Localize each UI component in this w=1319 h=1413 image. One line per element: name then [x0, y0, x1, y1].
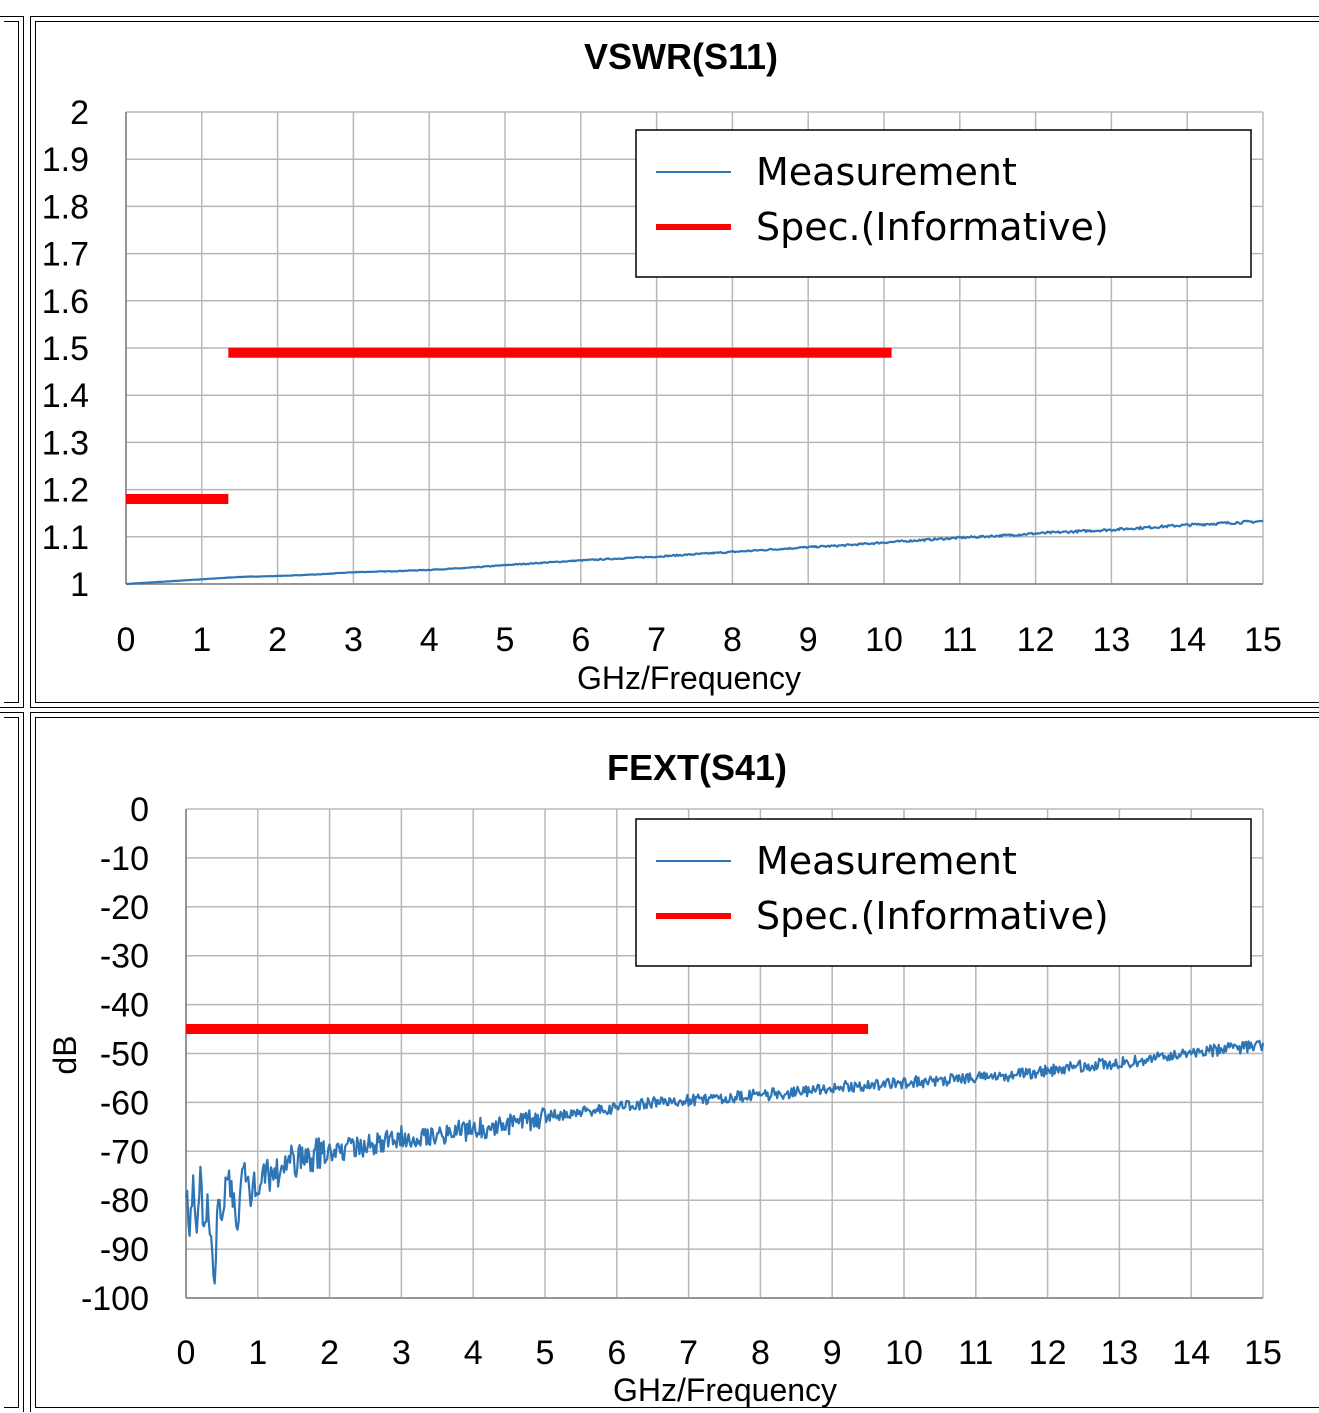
fext-s41-y-tick-label: 0	[130, 791, 149, 829]
vswr-s11-x-tick-label: 1	[192, 621, 211, 659]
vswr-s11-measurement-line	[125, 519, 1264, 586]
left-panel-strip-bottom	[0, 712, 24, 1412]
fext-s41-x-tick-label: 13	[1100, 1334, 1138, 1372]
vswr-s11-x-tick-label: 12	[1017, 621, 1055, 659]
chart-panel-fext: 0 1 2 3 4 5 6 7 8 9 10 11 12 13 14 15 0 -10 -20 -30 -40 -50 -6…	[30, 712, 1319, 1412]
vswr-s11-x-tick-label: 11	[942, 621, 977, 659]
fext-s41-x-tick-label: 8	[751, 1334, 770, 1372]
vswr-s11-y-tick-label: 1	[70, 566, 89, 604]
vswr-s11-x-tick-label: 7	[647, 621, 666, 659]
fext-s41-x-tick-label: 5	[536, 1334, 555, 1372]
fext-s41-x-tick-label: 3	[392, 1334, 411, 1372]
fext-s41-x-tick-label: 2	[320, 1334, 339, 1372]
vswr-s11-x-tick-label: 10	[865, 621, 903, 659]
fext-s41-x-tick-label: 14	[1172, 1334, 1210, 1372]
left-panel-strip-bottom-inner	[4, 717, 19, 1408]
fext-s41-x-tick-label: 1	[248, 1334, 267, 1372]
vswr-s11-x-tick-label: 6	[571, 621, 590, 659]
fext-s41-y-tick-label: -30	[100, 938, 149, 976]
fext-s41-x-tick-label: 10	[885, 1334, 923, 1372]
vswr-s11-x-tick-label: 4	[420, 621, 439, 659]
vswr-s11-y-tick-label: 1.1	[42, 519, 89, 557]
vswr-s11-legend-label-0: Measurement	[756, 150, 1017, 194]
fext-s41-measurement-line	[184, 1039, 1265, 1285]
left-panel-strip-top-inner	[4, 21, 19, 703]
fext-s41-y-tick-label: -90	[100, 1231, 149, 1269]
vswr-s11-y-tick-label: 1.8	[42, 188, 89, 226]
vswr-chart: 0 1 2 3 4 5 6 7 8 9 10 11 12 13 14 1511.11.21.31.41.51.…	[42, 36, 1282, 696]
vswr-s11-x-tick-label: 15	[1244, 621, 1282, 659]
vswr-s11-x-tick-label: 2	[268, 621, 287, 659]
fext-s41-y-tick-label: -20	[100, 889, 149, 927]
vswr-s11-x-tick-label: 0	[117, 621, 136, 659]
vswr-s11-x-axis-label: GHz/Frequency	[577, 660, 801, 696]
fext-s41-x-tick-label: 4	[464, 1334, 483, 1372]
vswr-s11-y-tick-label: 1.6	[42, 283, 89, 321]
chart-panel-vswr-inner	[35, 21, 1319, 703]
vswr-s11-x-tick-label: 8	[723, 621, 742, 659]
fext-s41-y-tick-label: -60	[100, 1084, 149, 1122]
vswr-s11-y-tick-label: 2	[70, 94, 89, 132]
vswr-s11-y-tick-label: 1.3	[42, 424, 89, 462]
fext-s41-y-axis-label: dB	[47, 1035, 83, 1074]
vswr-s11-x-tick-label: 9	[799, 621, 818, 659]
vswr-s11-x-tick-label: 5	[496, 621, 515, 659]
fext-s41-x-tick-label: 11	[958, 1334, 993, 1372]
fext-s41-chart-title: FEXT(S41)	[607, 747, 787, 788]
fext-s41-x-tick-label: 7	[679, 1334, 698, 1372]
chart-panel-fext-inner	[35, 717, 1319, 1408]
fext-s41-y-tick-label: -10	[100, 840, 149, 878]
fext-s41-legend-label-1: Spec.(Informative)	[756, 894, 1109, 938]
vswr-s11-y-tick-label: 1.2	[42, 472, 89, 510]
fext-s41-y-tick-label: -70	[100, 1133, 149, 1171]
fext-s41-y-tick-label: -50	[100, 1036, 149, 1074]
fext-s41-y-tick-label: -40	[100, 987, 149, 1025]
fext-s41-x-axis-label: GHz/Frequency	[613, 1372, 837, 1408]
vswr-s11-y-tick-label: 1.7	[42, 236, 89, 274]
vswr-s11-x-tick-label: 13	[1092, 621, 1130, 659]
left-panel-strip-top	[0, 16, 24, 708]
fext-s41-x-tick-label: 0	[177, 1334, 196, 1372]
fext-chart: 0 1 2 3 4 5 6 7 8 9 10 11 12 13 14 150-10-20-30-40-50-6…	[47, 747, 1282, 1408]
fext-s41-x-tick-label: 6	[607, 1334, 626, 1372]
fext-s41-x-tick-label: 12	[1029, 1334, 1067, 1372]
vswr-s11-chart-title: VSWR(S11)	[584, 36, 778, 77]
chart-panel-vswr: 0 1 2 3 4 5 6 7 8 9 10 11 12 13 14 15 1 1.1 1.2 1.3 1.4 1.5 1.…	[30, 16, 1319, 708]
fext-s41-y-tick-label: -100	[81, 1280, 149, 1318]
vswr-s11-x-tick-label: 3	[344, 621, 363, 659]
fext-s41-y-tick-label: -80	[100, 1182, 149, 1220]
vswr-s11-y-tick-label: 1.5	[42, 330, 89, 368]
vswr-s11-legend-box	[635, 129, 1252, 278]
fext-s41-legend-label-0: Measurement	[756, 839, 1017, 883]
vswr-s11-y-tick-label: 1.9	[42, 141, 89, 179]
vswr-s11-legend-label-1: Spec.(Informative)	[756, 205, 1109, 249]
fext-s41-x-tick-label: 9	[823, 1334, 842, 1372]
vswr-s11-y-tick-label: 1.4	[42, 377, 89, 415]
fext-s41-x-tick-label: 15	[1244, 1334, 1282, 1372]
fext-s41-legend-box	[635, 818, 1252, 967]
vswr-s11-x-tick-label: 14	[1168, 621, 1206, 659]
